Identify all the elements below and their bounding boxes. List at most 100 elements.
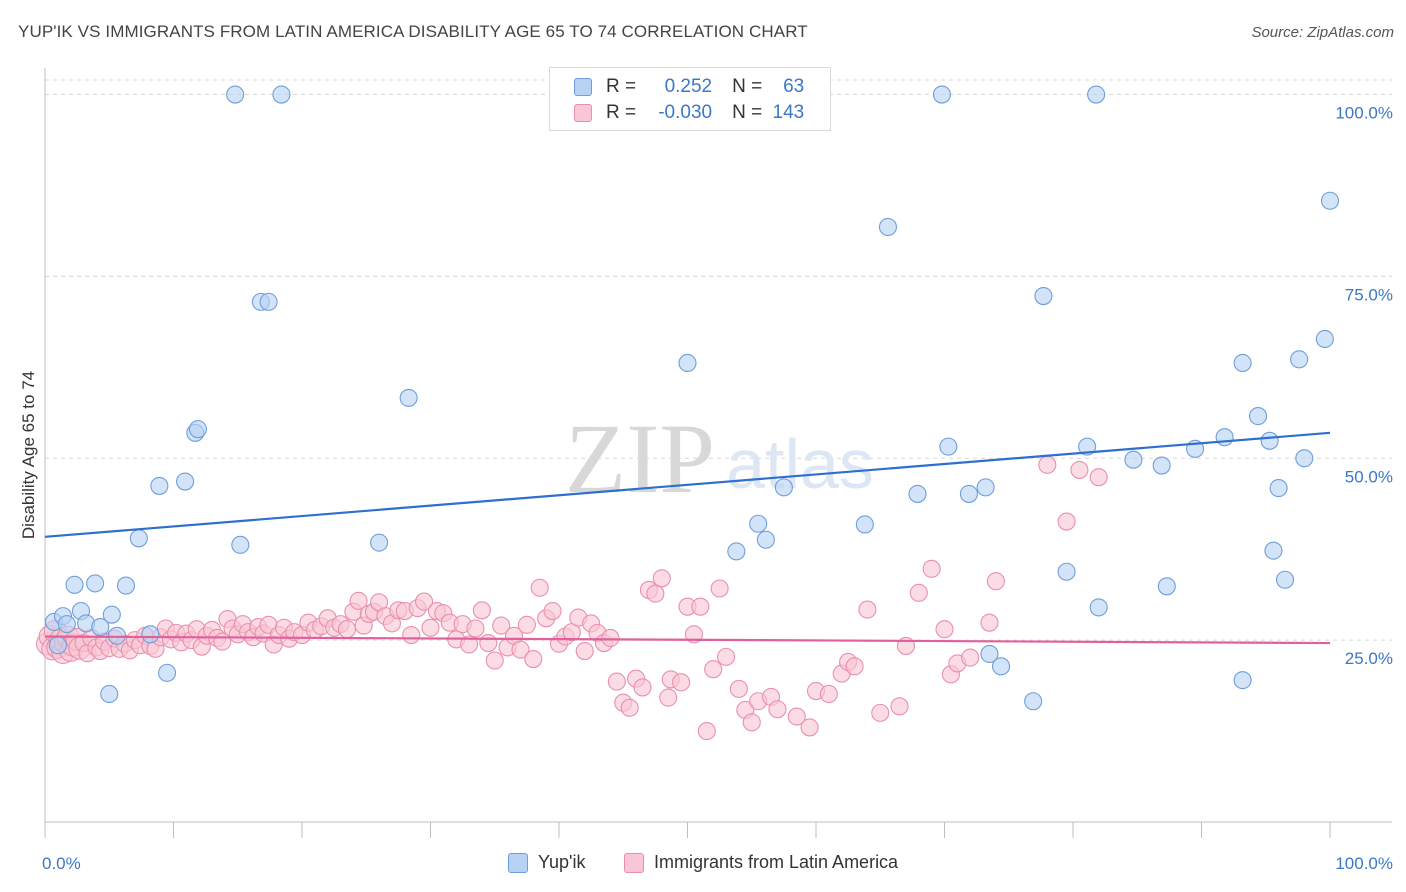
yupik-point [176, 472, 195, 491]
immigrant-point [607, 672, 626, 691]
y-tick-label: 75.0% [1345, 285, 1393, 304]
immigrant-point [543, 601, 562, 621]
yupik-point [399, 388, 418, 407]
immigrant-point [421, 618, 440, 637]
legend-r-value: 0.252 [664, 76, 713, 97]
legend-r-label: R = [606, 102, 637, 123]
y-axis-label: Disability Age 65 to 74 [19, 371, 38, 539]
yupik-point [1089, 598, 1108, 617]
yupik-point [1152, 456, 1171, 475]
immigrant-point [986, 572, 1005, 591]
yupik-point [976, 478, 995, 497]
immigrant-trend-line [44, 635, 1331, 645]
immigrant-point [710, 579, 729, 598]
immigrant-point [935, 620, 954, 639]
immigrant-point [646, 584, 665, 603]
yupik-point [150, 476, 169, 495]
immigrant-point [652, 569, 671, 588]
yupik-point [878, 217, 898, 236]
immigrant-point [845, 657, 864, 676]
immigrant-point [1038, 455, 1057, 474]
immigrant-point [800, 718, 819, 737]
x-tick-label: 0.0% [42, 854, 81, 873]
bottom-legend-swatch-pink [624, 852, 644, 873]
trend-lines [44, 431, 1331, 645]
yupik-point [65, 575, 84, 594]
yupik-point [1248, 407, 1268, 426]
yupik-point [226, 85, 245, 104]
y-tick-label: 50.0% [1345, 467, 1393, 486]
yupik-point [272, 85, 291, 104]
yupik-point [370, 533, 389, 552]
tick-labels: 25.0% 50.0% 75.0% 100.0% 0.0% 100.0% [42, 104, 1393, 873]
yupik-point [959, 484, 978, 503]
y-tick-label: 100.0% [1335, 104, 1393, 123]
legend-r-value: -0.030 [658, 102, 713, 123]
immigrant-point [1089, 468, 1108, 487]
yupik-point [57, 615, 76, 634]
yupik-point [774, 478, 793, 497]
immigrant-point [697, 722, 716, 741]
immigrant-point [672, 673, 691, 692]
yupik-point [188, 420, 207, 439]
yupik-point [980, 644, 999, 664]
legend-row-immigrants: R = -0.030 N = 143 [574, 101, 804, 125]
source-label: Source: ZipAtlas.com [1251, 24, 1394, 41]
immigrant-point [980, 613, 999, 632]
yupik-point [1087, 85, 1106, 104]
bottom-legend-immigrants[interactable]: Immigrants from Latin America [624, 852, 898, 873]
yupik-point [141, 625, 160, 644]
immigrant-point [691, 597, 710, 616]
yupik-point [1034, 287, 1053, 306]
yupik-point [1260, 431, 1279, 450]
immigrant-point [787, 707, 806, 726]
immigrant-point [337, 620, 357, 639]
immigrant-point [1057, 512, 1076, 531]
immigrant-point [633, 678, 652, 697]
yupik-point [939, 437, 958, 456]
series-immigrants-points [36, 455, 1108, 741]
yupik-point [86, 574, 105, 593]
legend-r-label: R = [606, 76, 637, 97]
immigrant-point [684, 625, 703, 644]
yupik-point [1295, 449, 1314, 468]
yupik-point [1275, 570, 1295, 589]
immigrant-point [492, 616, 511, 635]
immigrant-point [620, 698, 639, 717]
bottom-legend-yupik[interactable]: Yup'ik [508, 852, 585, 873]
legend-swatch-blue [574, 78, 592, 96]
immigrant-point [415, 592, 434, 611]
immigrant-point [909, 583, 928, 602]
immigrant-point [729, 679, 748, 698]
yupik-point [1264, 541, 1283, 560]
yupik-point [1233, 671, 1252, 690]
yupik-point [749, 514, 768, 533]
yupik-point [1024, 692, 1043, 711]
immigrant-point [890, 697, 909, 716]
immigrant-point [768, 700, 787, 719]
bottom-legend-label: Yup'ik [538, 852, 586, 872]
immigrant-point [742, 713, 761, 732]
yupik-point [1290, 350, 1309, 369]
immigrant-point [659, 688, 678, 707]
legend-n-value: 143 [772, 102, 805, 123]
yupik-point [100, 684, 119, 704]
bottom-legend-label: Immigrants from Latin America [654, 852, 899, 872]
yupik-point [1057, 562, 1076, 581]
yupik-point [158, 663, 177, 682]
yupik-point [1078, 437, 1097, 456]
immigrant-point [530, 578, 549, 597]
yupik-point [1124, 450, 1143, 469]
series-yupik-points [44, 85, 1340, 711]
legend-n-value: 63 [783, 76, 805, 97]
yupik-point [91, 617, 110, 637]
chart-title: YUP'IK VS IMMIGRANTS FROM LATIN AMERICA … [18, 22, 808, 41]
immigrant-point [472, 601, 491, 620]
axes [44, 68, 1392, 838]
legend-n-label: N = [732, 76, 763, 97]
watermark-atlas: atlas [726, 425, 874, 503]
yupik-point [727, 542, 746, 561]
yupik-trend-line [44, 431, 1331, 538]
immigrant-point [479, 633, 498, 653]
